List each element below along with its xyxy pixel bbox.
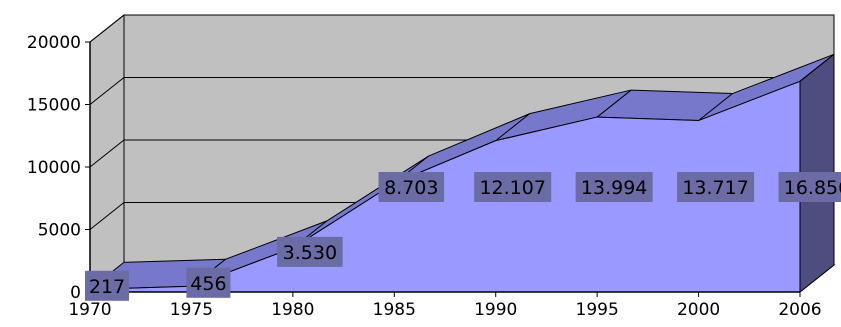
data-label-box <box>85 270 129 301</box>
data-label-box <box>778 172 841 202</box>
x-tick-label: 1985 <box>373 300 416 320</box>
area-top-edge <box>698 93 733 121</box>
y-tick-label: 5000 <box>38 221 81 241</box>
data-label-text: 12.107 <box>479 177 545 199</box>
y-tick-label: 15000 <box>27 96 81 116</box>
y-tick-label: 10000 <box>27 158 81 178</box>
data-label: 16.856 <box>778 172 841 202</box>
x-tick-label: 2000 <box>677 300 720 320</box>
data-label: 8.703 <box>378 172 445 202</box>
data-label-text: 3.530 <box>283 242 337 264</box>
y-tick-label: 0 <box>70 283 81 303</box>
data-label-text: 217 <box>89 276 125 298</box>
data-label: 217 <box>85 270 129 301</box>
x-tick-label: 1990 <box>474 300 517 320</box>
data-label-text: 456 <box>190 273 226 295</box>
y-tick-label: 20000 <box>27 33 81 53</box>
data-label-text: 13.994 <box>581 177 647 199</box>
x-tick-label: 1975 <box>170 300 213 320</box>
data-label-box <box>677 172 755 202</box>
x-tick-label: 1995 <box>576 300 619 320</box>
y-axis-ticks: 0 5000 10000 15000 20000 <box>27 33 90 303</box>
x-tick-label: 1980 <box>271 300 314 320</box>
data-label-box <box>186 267 231 298</box>
data-label: 3.530 <box>277 236 343 267</box>
data-labels: 217 456 3.530 8.703 12.107 13.994 13.717 16.856 <box>85 172 841 301</box>
data-label: 456 <box>186 267 231 298</box>
area-top-edge <box>596 89 632 118</box>
x-axis-ticks: 1970 1975 1980 1985 1990 1995 2000 2006 <box>68 292 822 320</box>
data-label-box <box>277 236 343 267</box>
data-label-box <box>474 172 552 202</box>
x-tick-label: 2006 <box>778 300 821 320</box>
area-top-edge <box>495 113 531 142</box>
x-tick-label: 1970 <box>68 300 111 320</box>
data-label-text: 16.856 <box>784 177 841 199</box>
data-label-text: 8.703 <box>384 177 438 199</box>
gridline <box>89 77 834 105</box>
data-label-box <box>378 172 445 202</box>
data-label: 13.994 <box>575 172 653 202</box>
data-label: 13.717 <box>677 172 755 202</box>
data-label-box <box>575 172 653 202</box>
gridline <box>89 14 834 43</box>
data-label-text: 13.717 <box>682 177 748 199</box>
data-label: 12.107 <box>474 172 552 202</box>
